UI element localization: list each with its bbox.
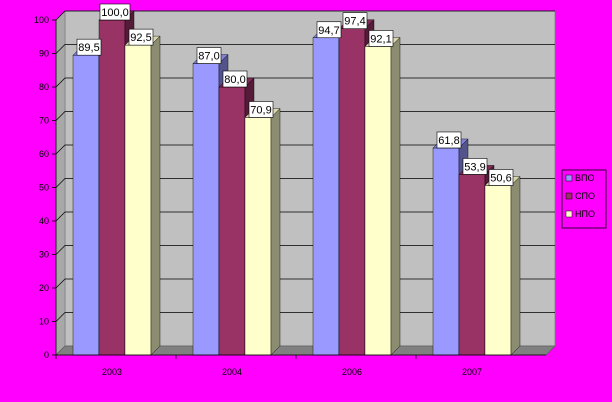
bar-front	[338, 28, 366, 356]
data-label: 89,5	[76, 38, 102, 56]
x-tick-label: 2004	[222, 367, 242, 377]
data-label-text: 53,9	[464, 161, 485, 173]
legend: ВПО СПО НПО	[561, 169, 607, 229]
bar-нпо-2006	[364, 36, 401, 356]
bar-front	[364, 46, 392, 356]
bar-нпо-2007	[484, 176, 521, 356]
bar-front	[218, 86, 246, 356]
data-label: 100,0	[99, 3, 131, 21]
y-axis: 0 10 20 30 40 50 60 70 80 90 100	[34, 15, 57, 360]
bar-front	[124, 44, 152, 356]
data-labels: 89,5 100,0 92,5 87,0 80,0 70,9 94,7 97,4 92,1 61,…	[76, 3, 514, 186]
bar-side	[390, 36, 401, 356]
legend-label: ВПО	[575, 173, 594, 183]
data-label: 61,8	[436, 131, 462, 149]
y-tick-label: 100	[34, 15, 49, 25]
data-label-box	[222, 70, 248, 88]
data-label: 70,9	[248, 101, 274, 118]
legend-swatch	[565, 192, 573, 200]
y-tick-label: 60	[39, 149, 49, 159]
gridline	[55, 10, 555, 21]
x-tick-label: 2006	[342, 367, 362, 377]
bar-front	[72, 54, 100, 356]
data-label-box	[462, 158, 488, 175]
data-label: 94,7	[316, 21, 342, 39]
bar-side	[150, 35, 161, 356]
data-label-box	[342, 12, 368, 30]
data-label-box	[76, 38, 102, 56]
data-label: 53,9	[462, 158, 488, 175]
data-label-text: 92,1	[370, 33, 391, 45]
y-tick-label: 40	[39, 216, 49, 226]
data-label: 97,4	[342, 12, 368, 30]
data-label-box	[436, 131, 462, 149]
legend-swatch	[565, 210, 573, 218]
x-tick-label: 2003	[102, 367, 122, 377]
data-label-box	[316, 21, 342, 39]
y-tick-label: 10	[39, 317, 49, 327]
data-label-text: 61,8	[438, 135, 459, 147]
bars	[72, 10, 521, 356]
y-tick-label: 80	[39, 82, 49, 92]
bar-side	[270, 108, 281, 356]
data-label-box	[368, 30, 394, 47]
bar-front	[458, 174, 486, 356]
data-label-box	[248, 101, 274, 118]
bar-front	[312, 37, 340, 356]
data-label-text: 100,0	[101, 7, 129, 19]
bar-нпо-2004	[244, 108, 281, 356]
legend-label: НПО	[575, 209, 595, 219]
data-label-text: 92,5	[130, 32, 151, 44]
data-label-text: 80,0	[224, 74, 245, 86]
bar-front	[432, 147, 460, 356]
y-tick-label: 30	[39, 250, 49, 260]
y-tick-label: 70	[39, 116, 49, 126]
y-tick-label: 50	[39, 183, 49, 193]
data-label-box	[488, 169, 514, 186]
data-label: 92,5	[128, 28, 154, 46]
data-label: 80,0	[222, 70, 248, 88]
bar-front	[98, 19, 126, 356]
y-tick-label: 20	[39, 283, 49, 293]
y-tick-label: 90	[39, 49, 49, 59]
bar-front	[192, 63, 220, 356]
data-label-box	[99, 3, 131, 21]
data-label: 92,1	[368, 30, 394, 47]
data-label-text: 89,5	[78, 42, 99, 54]
data-label-text: 94,7	[318, 25, 339, 37]
y-tick-label: 0	[44, 350, 49, 360]
data-label-text: 97,4	[344, 16, 365, 28]
bar-нпо-2003	[124, 35, 161, 356]
x-axis: 2003 2004 2006 2007	[55, 354, 546, 377]
data-label-text: 50,6	[490, 172, 511, 184]
x-tick-label: 2007	[462, 367, 482, 377]
data-label-text: 70,9	[250, 104, 271, 116]
data-label-box	[128, 28, 154, 46]
data-label: 87,0	[196, 47, 222, 64]
data-label-box	[196, 47, 222, 64]
data-label-text: 87,0	[198, 51, 219, 63]
bar-front	[484, 185, 512, 356]
bar-side	[510, 176, 521, 356]
data-label: 50,6	[488, 169, 514, 186]
legend-swatch	[565, 174, 573, 182]
legend-label: СПО	[575, 191, 595, 201]
bar-front	[244, 117, 272, 356]
